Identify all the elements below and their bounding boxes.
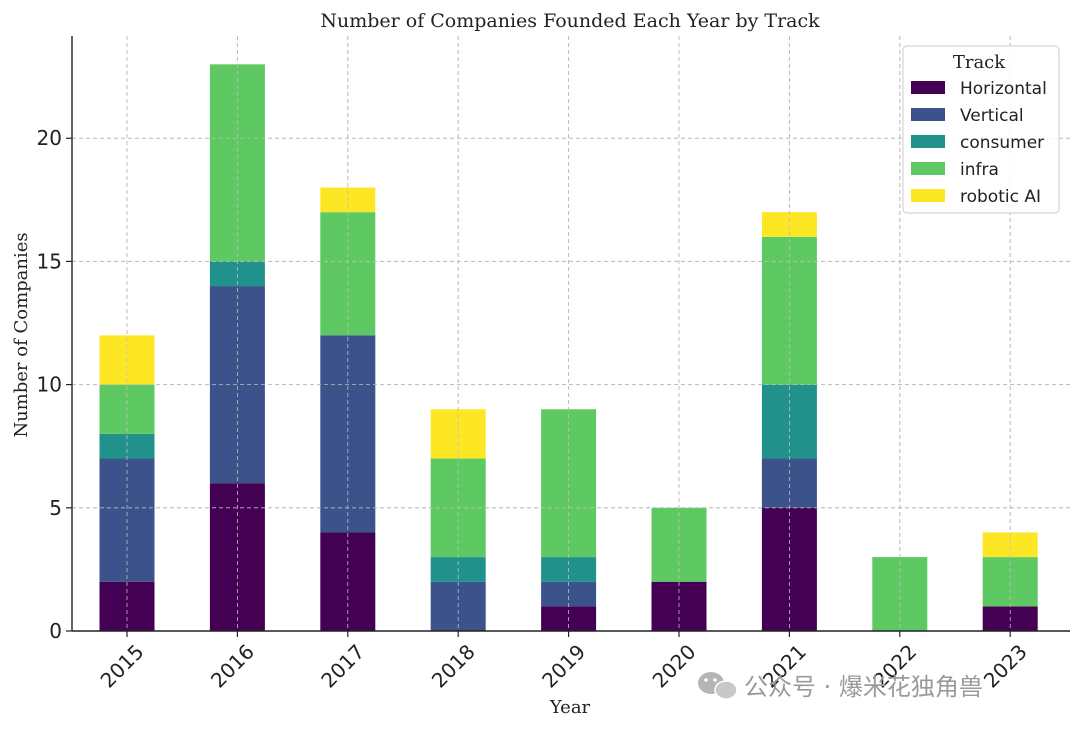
y-tick-labels: 0 5 10 15 20 [37, 126, 62, 643]
legend-swatch [911, 162, 945, 175]
legend-label: robotic AI [960, 187, 1041, 207]
watermark: 公众号 · 爆米花独角兽 [698, 672, 983, 701]
chart-title: Number of Companies Founded Each Year by… [320, 10, 820, 32]
legend-swatch [911, 135, 945, 148]
x-tick-label: 2020 [648, 640, 701, 693]
bars [72, 36, 1070, 632]
x-tick-label: 2017 [316, 640, 369, 693]
watermark-text: 公众号 · 爆米花独角兽 [744, 673, 983, 701]
y-tick-label: 10 [37, 373, 62, 397]
legend-swatch [911, 81, 945, 94]
legend-swatch [911, 108, 945, 121]
y-tick-label: 15 [37, 249, 62, 273]
legend: Track Horizontal Vertical consumer infra robo… [902, 45, 1060, 214]
x-tick-label: 2016 [206, 640, 259, 693]
legend-label: Horizontal [960, 79, 1047, 99]
x-tick-label: 2023 [979, 640, 1032, 693]
y-tick-label: 0 [49, 619, 62, 643]
legend-label: Vertical [960, 106, 1024, 126]
y-tick-label: 5 [49, 496, 62, 520]
bar-2017-vertical [320, 335, 376, 533]
legend-label: consumer [960, 133, 1044, 153]
legend-title: Track [953, 52, 1006, 73]
bar-2019-infra [541, 409, 597, 558]
x-axis-label: Year [549, 697, 591, 718]
legend-swatch [911, 189, 945, 202]
axes [66, 36, 1070, 637]
y-tick-label: 20 [37, 126, 62, 150]
x-tick-label: 2019 [537, 640, 590, 693]
legend-label: infra [960, 160, 999, 180]
y-axis-label: Number of Companies [11, 232, 32, 437]
x-tick-label: 2015 [96, 640, 149, 693]
x-tick-label: 2018 [427, 640, 480, 693]
wechat-icon [698, 672, 738, 700]
